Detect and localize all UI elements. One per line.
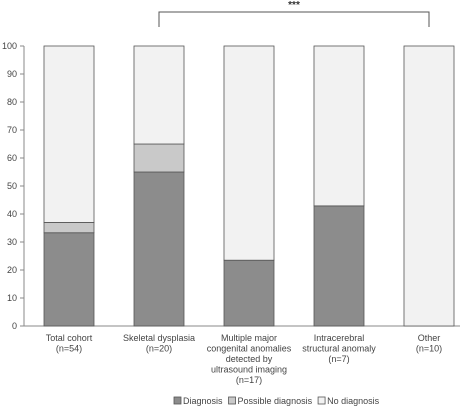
y-tick-label: 80 (7, 97, 17, 107)
category-labels: Total cohort (n=54) Skeletal dysplasia (n=2… (46, 333, 442, 385)
x-category-label: Total cohort (n=54) (46, 333, 93, 354)
legend-label: No diagnosis (327, 396, 380, 406)
legend-swatch (317, 396, 326, 405)
y-tick-label: 10 (7, 293, 17, 303)
legend-swatch (173, 396, 182, 405)
x-category-label: Other (n=10) (416, 333, 442, 354)
chart-bars (43, 45, 455, 327)
y-tick-label: 30 (7, 237, 17, 247)
legend-label: Diagnosis (183, 396, 223, 406)
y-tick-label: 40 (7, 209, 17, 219)
y-tick-label: 50 (7, 181, 17, 191)
bar-segment-diagnosis (43, 232, 95, 327)
chart-legend: Diagnosis Possible diagnosis No diagnosis (173, 396, 380, 406)
bar-segment-no-diagnosis (133, 45, 185, 145)
y-tick-label: 0 (12, 321, 17, 331)
x-category-label: Intracerebral structural anomaly (n=7) (302, 333, 376, 364)
y-tick-label: 20 (7, 265, 17, 275)
bar-segment-no-diagnosis (403, 45, 455, 327)
bar-segment-no-diagnosis (223, 45, 275, 261)
y-tick-label: 70 (7, 125, 17, 135)
significance-bracket (158, 11, 430, 27)
bar-segment-possible-diagnosis (133, 143, 185, 173)
legend-swatch (228, 396, 236, 405)
x-category-label: Multiple major congenital anomalies detect… (207, 333, 292, 385)
bar-segment-no-diagnosis (43, 45, 95, 223)
y-tick-label: 100 (2, 41, 17, 51)
legend-label: Possible diagnosis (238, 396, 313, 406)
significance-annotation: *** (158, 0, 430, 27)
bar-segment-diagnosis (133, 171, 185, 327)
significance-label: *** (288, 0, 300, 11)
bar-segment-no-diagnosis (313, 45, 365, 207)
bar-segment-diagnosis (313, 205, 365, 327)
y-tick-label: 60 (7, 153, 17, 163)
y-tick-label: 90 (7, 69, 17, 79)
bar-segment-diagnosis (223, 259, 275, 327)
bar-segment-possible-diagnosis (43, 221, 95, 234)
x-category-label: Skeletal dysplasia (n=20) (123, 333, 195, 354)
